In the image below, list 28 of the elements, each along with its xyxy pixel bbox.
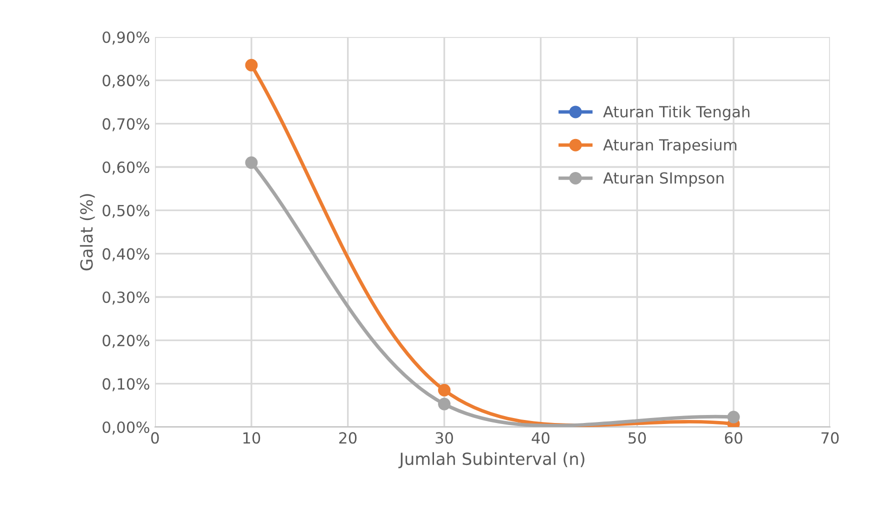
y-tick-label: 0,80% — [102, 74, 150, 88]
x-tick-label: 60 — [724, 432, 742, 444]
y-tick-label: 0,30% — [102, 291, 150, 305]
y-tick-label: 0,70% — [102, 118, 150, 132]
y-tick-label: 0,60% — [102, 161, 150, 175]
x-tick-label: 70 — [822, 432, 839, 444]
point — [438, 398, 451, 410]
point — [438, 384, 451, 396]
y-axis-title: Galat (%) — [80, 194, 95, 270]
x-tick-label: 20 — [339, 432, 357, 444]
y-tick-label: 0,20% — [102, 334, 150, 348]
y-tick-label: 0,40% — [102, 248, 150, 262]
x-tick-label: 30 — [436, 432, 453, 444]
y-tick-label: 0,90% — [102, 31, 150, 45]
x-tick-label: 0 — [151, 432, 159, 444]
point — [245, 58, 258, 72]
x-tick-label: 40 — [532, 432, 550, 444]
x-tick-label: 10 — [243, 432, 260, 444]
y-tick-label: 0,00% — [102, 421, 150, 435]
legend-label: Aturan SImpson — [603, 172, 724, 187]
point — [727, 410, 740, 424]
x-axis-title: Jumlah Subinterval (n) — [398, 452, 584, 468]
legend-label: Aturan Titik Tengah — [603, 106, 750, 120]
point — [245, 156, 258, 169]
legend-label: Aturan Trapesium — [603, 138, 736, 154]
x-tick-label: 50 — [628, 432, 646, 444]
y-tick-label: 0,50% — [102, 204, 150, 218]
y-tick-label: 0,10% — [102, 378, 150, 392]
